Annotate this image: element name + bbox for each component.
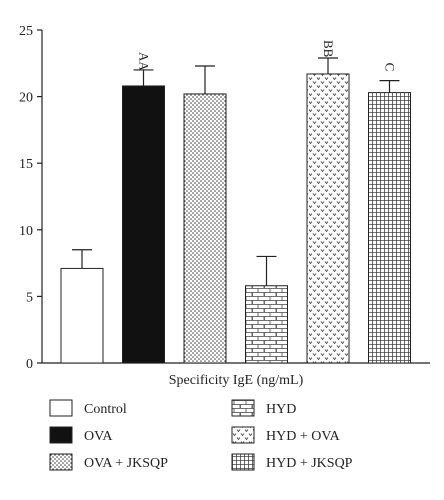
legend-label: HYD + JKSQP [266,456,353,471]
y-tick-label: 0 [26,357,33,372]
y-tick-label: 10 [19,224,33,239]
y-tick-label: 20 [19,91,33,106]
y-tick-label: 25 [19,24,33,39]
y-tick-label: 15 [19,157,33,172]
legend-label: HYD [266,402,296,417]
legend-swatch [231,426,255,444]
bar [60,267,104,364]
legend-swatch [231,453,255,471]
axes: 0 5 10 15 20 25 [19,24,430,372]
legend-label: OVA + JKSQP [84,456,168,471]
bar [183,93,227,364]
x-axis-label: Specificity IgE (ng/mL) [169,373,304,388]
y-tick-label: 5 [26,290,33,305]
legend-label: OVA [84,429,113,444]
legend-swatch [49,399,73,417]
legend-label: HYD + OVA [266,429,341,444]
legend-swatch [49,426,73,444]
legend-swatch [49,453,73,471]
legend: Control OVA OVA + JKSQP HYD HYD + OVA HYD + J… [49,399,353,471]
bar [122,85,165,364]
significance-label: C [383,63,398,72]
bars: AA BB C [60,40,411,364]
legend-swatch [231,399,255,417]
bar [306,73,350,364]
legend-label: Control [84,402,127,417]
bar [245,285,288,364]
significance-label: AA [137,52,152,71]
significance-label: BB [321,40,336,58]
bar [368,92,411,364]
